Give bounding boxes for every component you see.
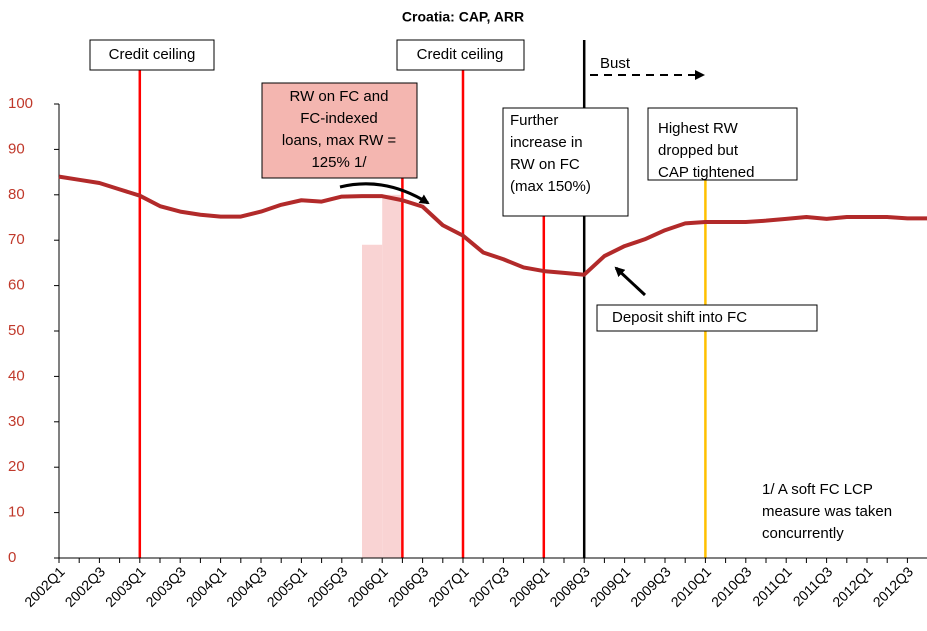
annotation-box [596,304,818,332]
shaded-bar [382,194,403,559]
y-tick-label: 70 [8,231,25,248]
annotation-box [396,39,525,71]
x-tick-label: 2008Q3 [546,563,593,610]
annotation-text: Further [510,112,558,129]
annotation-box [89,39,215,71]
x-tick-label: 2011Q1 [749,563,795,609]
y-tick-label: 40 [8,367,25,384]
x-tick-label: 2006Q3 [385,563,432,610]
x-tick-label: 2004Q3 [223,563,270,610]
annotation-text: CAP tightened [658,164,754,181]
annotation-text: 1/ A soft FC LCP [762,481,873,498]
annotation-text: (max 150%) [510,178,591,195]
annotation-text: measure was taken [762,503,892,520]
annotation-text: dropped but [658,142,739,159]
x-tick-label: 2002Q3 [62,563,109,610]
x-tick-label: 2003Q1 [102,563,149,610]
x-tick-label: 2008Q1 [506,563,553,610]
annotation-text: RW on FC and [290,88,389,105]
y-tick-label: 80 [8,186,25,203]
annotation-text: Credit ceiling [109,46,196,63]
x-tick-label: 2003Q3 [142,563,189,610]
x-tick-label: 2012Q1 [829,563,876,610]
chart-title: Croatia: CAP, ARR [402,9,524,25]
annotations-layer: Credit ceiling Credit ceiling RW on FC and… [89,39,892,542]
x-tick-label: 2005Q3 [304,563,351,610]
y-tick-label: 10 [8,504,25,521]
y-tick-label: 100 [8,95,33,112]
annotation-text: RW on FC [510,156,580,173]
annotation-text: Highest RW [658,120,739,137]
x-tick-label: 2007Q3 [466,563,513,610]
x-tick-label: 2002Q1 [21,563,68,610]
y-tick-label: 50 [8,322,25,339]
annotation-text: concurrently [762,525,844,542]
x-tick-label: 2011Q3 [790,563,836,609]
x-tick-label: 2006Q1 [344,563,391,610]
annotation-text: Deposit shift into FC [612,309,747,326]
y-tick-label: 20 [8,458,25,475]
y-tick-label: 90 [8,140,25,157]
arrow [339,182,430,205]
annotation-text: FC-indexed [300,110,378,127]
y-tick-label: 60 [8,277,25,294]
x-tick-label: 2009Q1 [587,563,634,610]
annotation-box [647,107,798,181]
y-tick-label: 30 [8,413,25,430]
annotation-text: Bust [600,55,631,72]
y-tick-label: 0 [8,549,16,566]
annotation-text: increase in [510,134,583,151]
arrow [614,266,647,297]
x-tick-label: 2010Q1 [668,563,715,610]
data-line [58,174,927,277]
annotation-box [502,107,629,217]
annotation-text: loans, max RW = [282,132,397,149]
bars-layer [362,194,403,559]
annotation-text: 125% 1/ [311,154,367,171]
x-tick-label: 2004Q1 [183,563,230,610]
shaded-bar [362,244,383,559]
x-tick-label: 2010Q3 [708,563,755,610]
annotation-text: Credit ceiling [417,46,504,63]
annotation-box [261,82,418,179]
x-tick-label: 2007Q1 [425,563,472,610]
x-tick-label: 2012Q3 [870,563,917,610]
x-tick-label: 2009Q3 [627,563,674,610]
x-tick-label: 2005Q1 [264,563,311,610]
